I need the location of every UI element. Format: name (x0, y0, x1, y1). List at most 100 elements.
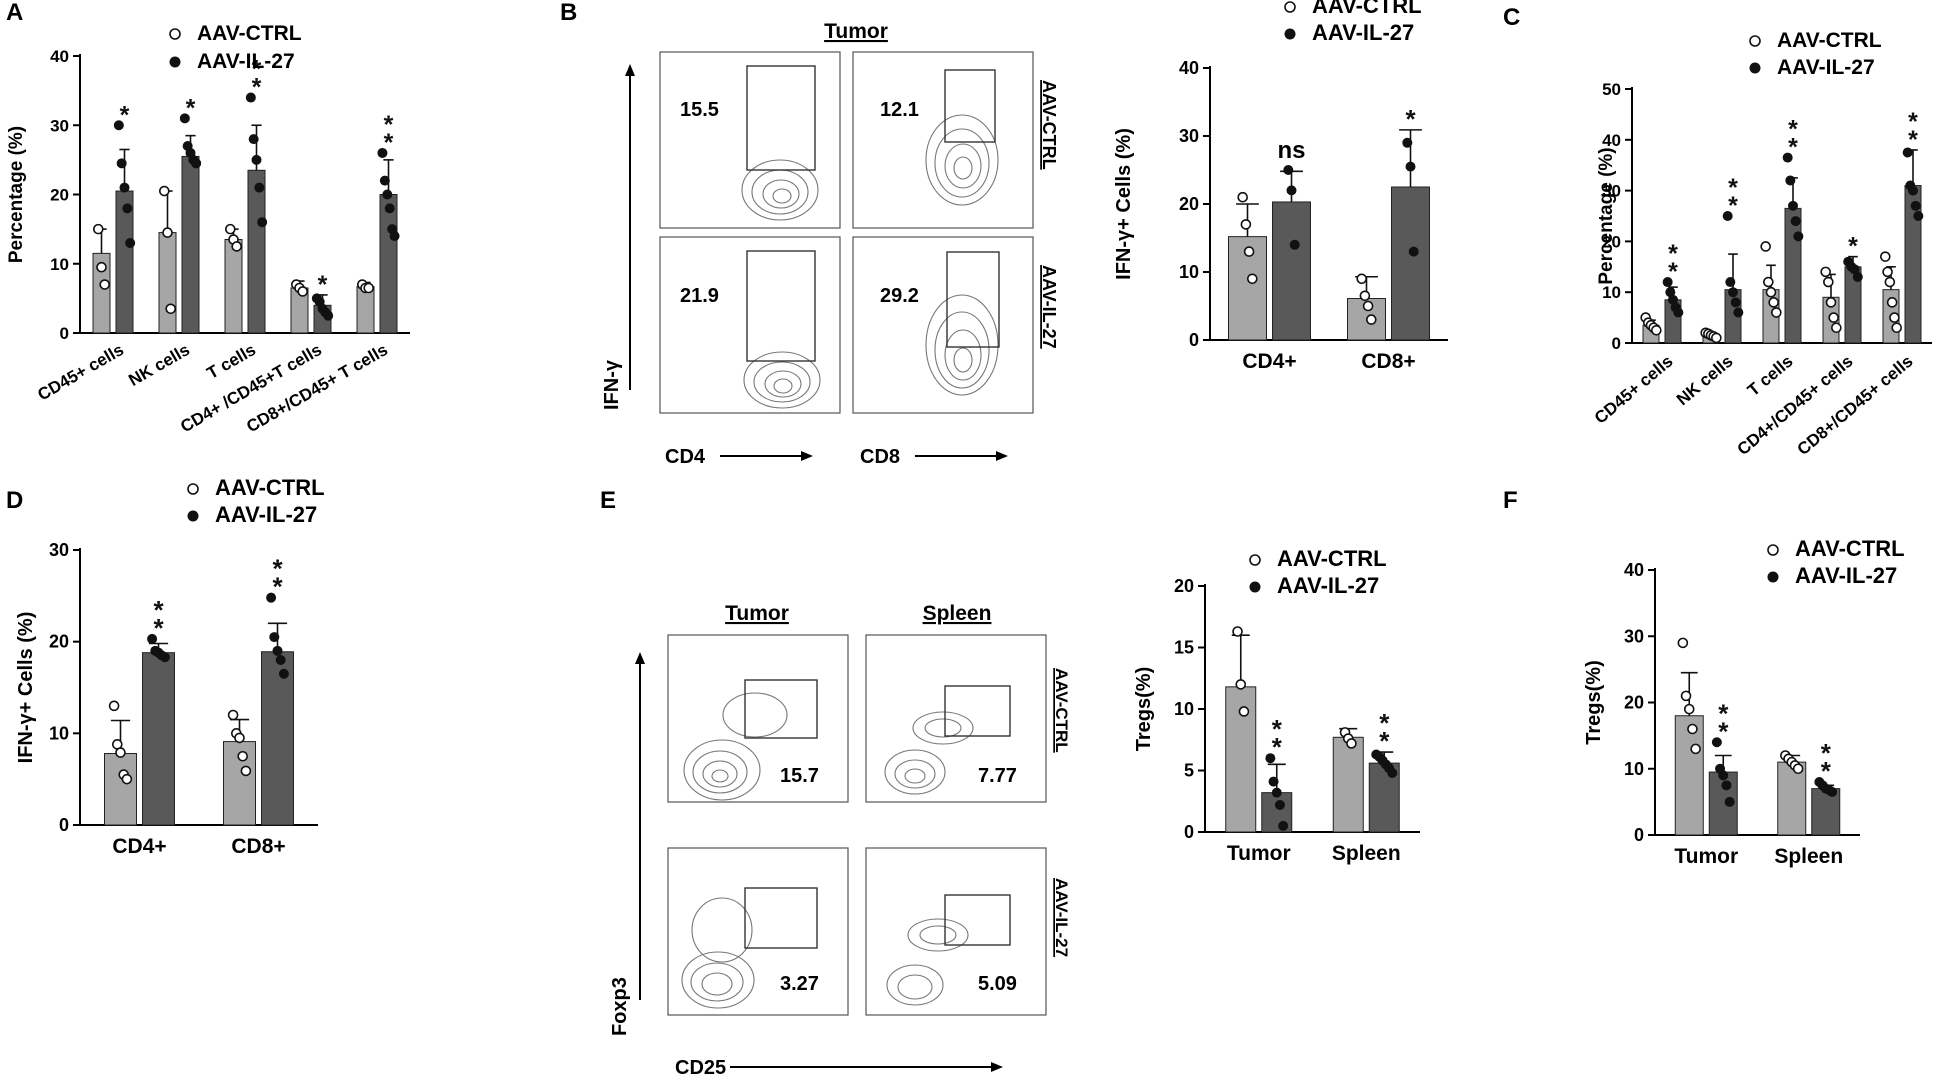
flow-b-plot-ctrl-cd8 (852, 51, 1034, 229)
y-tick-label: 10 (1624, 759, 1644, 779)
significance-star: * (252, 74, 262, 102)
data-point (1771, 307, 1782, 318)
data-point (1782, 152, 1793, 163)
data-point (1910, 200, 1921, 211)
data-point (1243, 246, 1255, 257)
panel-label-c: C (1503, 4, 1520, 31)
category-label: CD4+ (1242, 350, 1296, 373)
y-tick-label: 5 (1184, 761, 1194, 781)
data-point (1238, 706, 1250, 717)
bar (1272, 201, 1311, 341)
chart-b: 0 10 20 30 40 IFN-γ+ Cells (%) ns * CD4+ CD8+ AAV-… (1113, 0, 1448, 373)
data-point (1402, 137, 1413, 148)
flow-e-gates (744, 679, 1011, 949)
significance-star: * (1848, 233, 1858, 261)
data-point (1879, 251, 1891, 262)
significance-star: * (1821, 738, 1832, 768)
data-point (227, 709, 239, 721)
data-point (266, 592, 277, 603)
legend-label: AAV-CTRL (1312, 0, 1422, 18)
bar (1391, 186, 1430, 341)
data-point (1763, 276, 1774, 288)
data-point (389, 231, 400, 242)
y-tick-label: 10 (1174, 699, 1194, 719)
data-point (93, 223, 104, 235)
significance-star: * (1788, 116, 1798, 144)
legend-label: AAV-IL-27 (215, 502, 317, 527)
y-tick-label: 40 (50, 47, 69, 66)
data-point (1793, 231, 1804, 242)
y-axis-label: Tregs(%) (1583, 660, 1605, 744)
y-tick-label: 0 (1189, 330, 1199, 350)
y-tick-label: 0 (1612, 334, 1621, 353)
category-label: NK cells (1673, 352, 1737, 410)
data-point (1884, 276, 1896, 288)
flow-panel-e: Tumor Spleen 15.7 7.77 3.27 5.09 AAV-CTR… (609, 602, 1071, 1079)
data-point (1668, 294, 1678, 305)
data-point (165, 303, 176, 315)
legend-marker (169, 56, 181, 68)
data-point (1366, 314, 1377, 325)
y-axis-label: Percentage (%) (1596, 147, 1617, 284)
data-point (1785, 175, 1796, 186)
y-tick-label: 40 (1179, 58, 1199, 78)
panel-label-a: A (6, 0, 23, 26)
flow-b-y-axis-label: IFN-γ (601, 359, 623, 410)
data-point (377, 147, 388, 158)
data-point (179, 113, 190, 124)
data-point (1913, 211, 1924, 221)
data-point (363, 282, 375, 294)
significance-star: * (1728, 174, 1738, 202)
flow-b-gates (746, 65, 1000, 362)
data-point (1286, 185, 1297, 196)
flow-b-x-arrowhead-cd4 (801, 451, 813, 461)
data-point (1711, 332, 1722, 344)
y-tick-label: 10 (1602, 283, 1621, 302)
y-tick-label: 10 (49, 723, 69, 743)
data-point (1680, 690, 1692, 702)
data-point (254, 182, 265, 193)
data-point (1711, 737, 1722, 748)
flow-e-value-ctrl-spleen: 7.77 (978, 765, 1017, 787)
data-point (1408, 246, 1419, 257)
data-point (323, 310, 334, 321)
data-point (1721, 780, 1732, 791)
legend-marker (1284, 28, 1296, 40)
y-tick-label: 40 (1602, 131, 1621, 150)
flow-b-value-ctrl-cd4: 15.5 (680, 99, 719, 121)
flow-e-x-axis-label: CD25 (675, 1057, 726, 1079)
data-point (1359, 290, 1371, 302)
category-label: CD45+ cells (34, 340, 127, 404)
data-point (1788, 200, 1798, 211)
data-point (122, 203, 133, 214)
bar (224, 239, 243, 334)
data-point (1828, 312, 1839, 323)
flow-b-value-il27-cd8: 29.2 (880, 285, 919, 307)
data-point (115, 747, 126, 758)
data-point (125, 237, 136, 248)
category-label: CD8+/CD45+ cells (1794, 352, 1917, 459)
legend-label: AAV-CTRL (1777, 29, 1882, 52)
legend-label: AAV-CTRL (197, 22, 302, 45)
y-tick-label: 30 (1624, 626, 1644, 646)
flow-b-plot-il27-cd4 (659, 236, 841, 414)
legend-label: AAV-IL-27 (197, 50, 295, 73)
flow-e-y-axis-label: Foxp3 (609, 977, 631, 1036)
legend-label: AAV-CTRL (1795, 536, 1905, 561)
data-point (1651, 324, 1662, 336)
category-label: Spleen (1332, 842, 1401, 865)
flow-b-header: Tumor (824, 20, 888, 43)
data-point (1673, 307, 1684, 318)
category-label: CD4+ (112, 835, 166, 858)
flow-b-contours (741, 114, 999, 409)
data-point (297, 286, 309, 297)
data-point (269, 632, 280, 643)
flow-e-value-il27-tumor: 3.27 (780, 973, 819, 995)
data-point (1831, 322, 1842, 334)
legend-marker (169, 28, 181, 40)
flow-e-value-ctrl-tumor: 15.7 (780, 765, 819, 787)
data-point (1825, 297, 1837, 308)
bar (356, 286, 375, 334)
legend-marker (1249, 554, 1261, 566)
